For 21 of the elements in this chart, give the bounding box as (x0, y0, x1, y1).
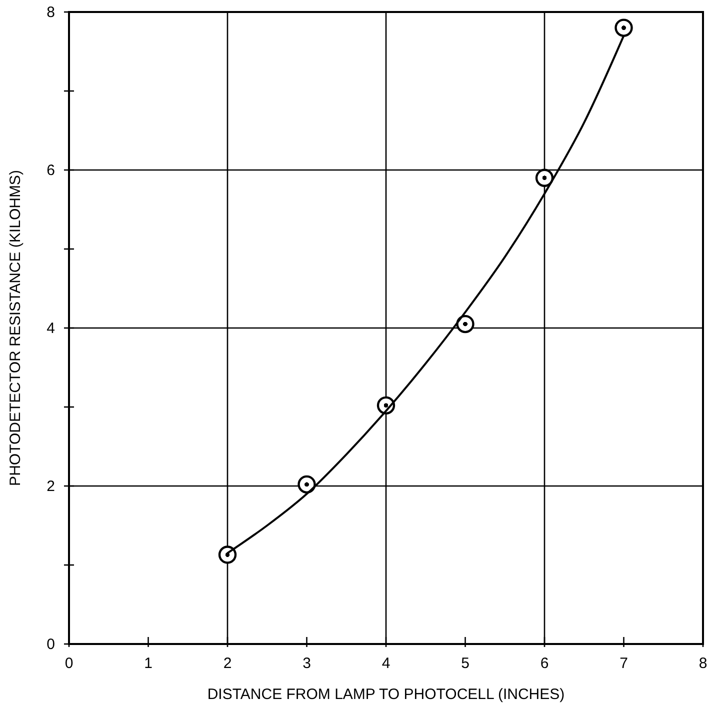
x-tick-label: 7 (620, 655, 628, 672)
x-tick-label: 0 (64, 655, 74, 672)
x-tick-label: 5 (461, 655, 470, 672)
point (614, 18, 633, 37)
y-tick-label: 6 (46, 162, 55, 179)
x-tick-label: 1 (144, 655, 152, 672)
point (298, 475, 316, 494)
point (218, 546, 237, 564)
x-tick-label: 8 (698, 655, 708, 672)
y-tick-label: 2 (46, 478, 55, 495)
x-tick-label: 3 (302, 655, 311, 672)
x-axis-title: DISTANCE FROM LAMP TO PHOTOCELL (INCHES) (207, 686, 565, 703)
y-axis-title: PHOTODETECTOR RESISTANCE (KILOHMS) (7, 170, 24, 486)
x-tick-label: 4 (382, 655, 390, 672)
y-tick-label: 0 (46, 636, 55, 653)
x-tick-label: 2 (223, 655, 232, 672)
y-tick-label: 4 (46, 320, 55, 337)
x-tick-label: 6 (540, 655, 549, 672)
point (535, 168, 554, 187)
point (456, 314, 474, 334)
y-tick-label: 8 (46, 4, 55, 21)
